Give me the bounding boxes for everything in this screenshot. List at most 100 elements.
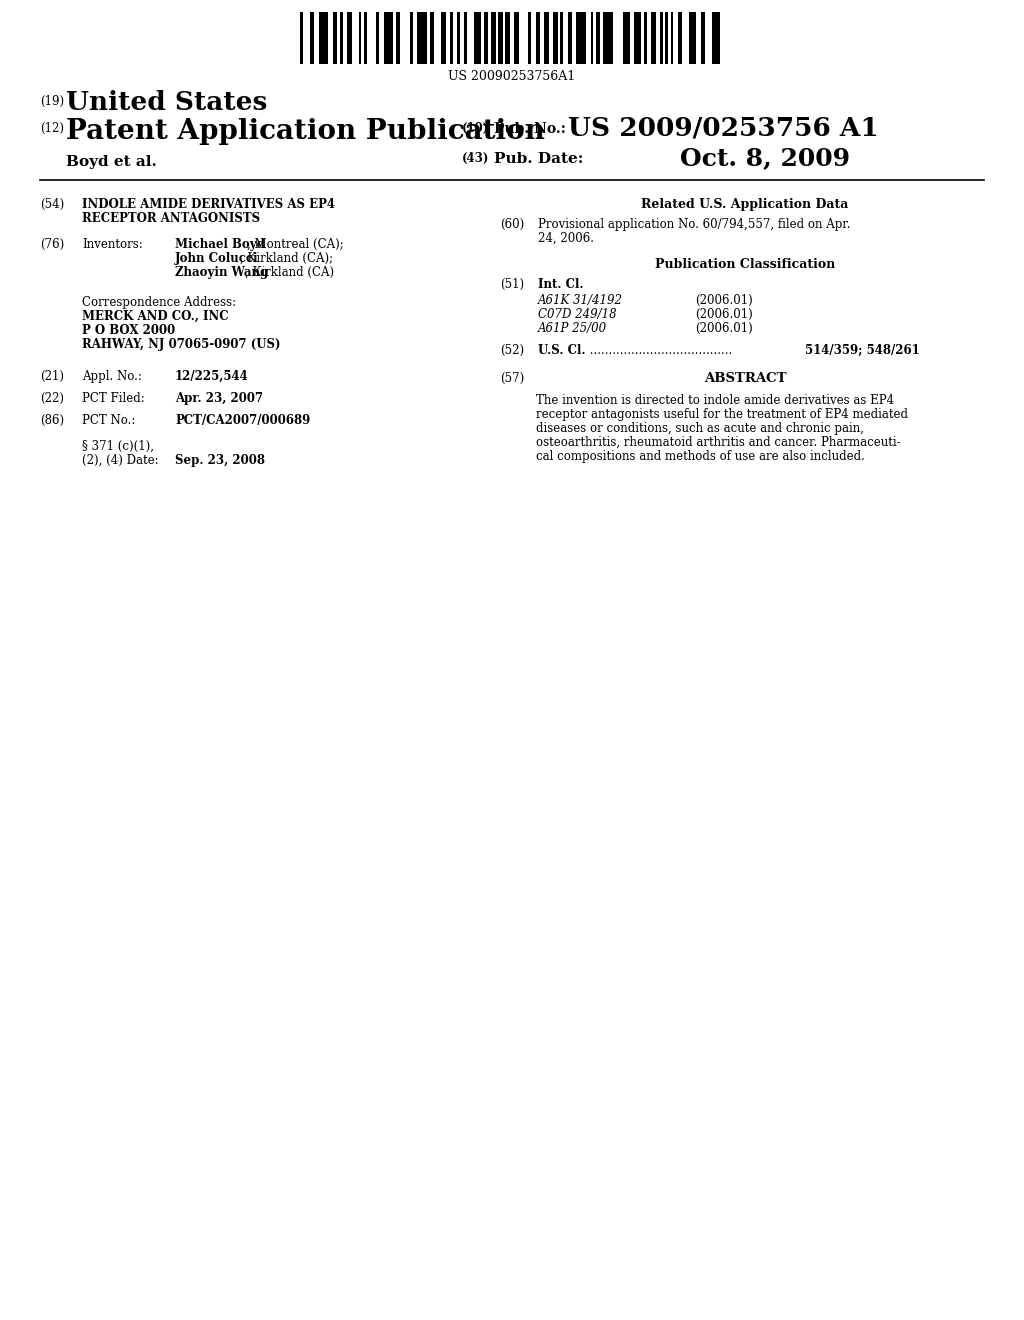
Bar: [458, 12, 460, 63]
Text: Correspondence Address:: Correspondence Address:: [82, 296, 237, 309]
Bar: [451, 12, 453, 63]
Bar: [484, 12, 488, 63]
Text: Pub. No.:: Pub. No.:: [494, 121, 566, 136]
Text: (57): (57): [500, 372, 524, 385]
Bar: [441, 12, 445, 63]
Text: (2006.01): (2006.01): [695, 322, 753, 335]
Text: , Montreal (CA);: , Montreal (CA);: [247, 238, 344, 251]
Text: Related U.S. Application Data: Related U.S. Application Data: [641, 198, 849, 211]
Text: Zhaoyin Wang: Zhaoyin Wang: [175, 267, 268, 279]
Text: (60): (60): [500, 218, 524, 231]
Text: Boyd et al.: Boyd et al.: [66, 154, 157, 169]
Text: Publication Classification: Publication Classification: [655, 257, 836, 271]
Bar: [623, 12, 630, 63]
Text: (22): (22): [40, 392, 63, 405]
Text: (12): (12): [40, 121, 63, 135]
Text: ABSTRACT: ABSTRACT: [703, 372, 786, 385]
Bar: [671, 12, 674, 63]
Bar: [596, 12, 600, 63]
Text: (19): (19): [40, 95, 65, 108]
Text: (54): (54): [40, 198, 65, 211]
Text: (10): (10): [462, 121, 489, 135]
Text: PCT/CA2007/000689: PCT/CA2007/000689: [175, 414, 310, 426]
Text: P O BOX 2000: P O BOX 2000: [82, 323, 175, 337]
Bar: [577, 12, 586, 63]
Text: (2006.01): (2006.01): [695, 294, 753, 308]
Text: Apr. 23, 2007: Apr. 23, 2007: [175, 392, 263, 405]
Bar: [430, 12, 434, 63]
Bar: [418, 12, 427, 63]
Bar: [358, 12, 361, 63]
Text: Pub. Date:: Pub. Date:: [494, 152, 584, 166]
Bar: [340, 12, 343, 63]
Bar: [384, 12, 393, 63]
Bar: [465, 12, 467, 63]
Text: cal compositions and methods of use are also included.: cal compositions and methods of use are …: [536, 450, 865, 463]
Bar: [545, 12, 549, 63]
Text: diseases or conditions, such as acute and chronic pain,: diseases or conditions, such as acute an…: [536, 422, 864, 436]
Bar: [689, 12, 696, 63]
Text: Appl. No.:: Appl. No.:: [82, 370, 142, 383]
Text: C07D 249/18: C07D 249/18: [538, 308, 616, 321]
Bar: [713, 12, 720, 63]
Text: (21): (21): [40, 370, 63, 383]
Text: (86): (86): [40, 414, 65, 426]
Bar: [700, 12, 706, 63]
Bar: [300, 12, 303, 63]
Bar: [347, 12, 351, 63]
Bar: [591, 12, 593, 63]
Text: § 371 (c)(1),: § 371 (c)(1),: [82, 440, 154, 453]
Bar: [474, 12, 481, 63]
Bar: [364, 12, 367, 63]
Text: US 20090253756A1: US 20090253756A1: [449, 70, 575, 83]
Text: U.S. Cl.: U.S. Cl.: [538, 345, 586, 356]
Bar: [603, 12, 613, 63]
Text: (51): (51): [500, 279, 524, 290]
Bar: [492, 12, 496, 63]
Text: A61P 25/00: A61P 25/00: [538, 322, 607, 335]
Bar: [651, 12, 655, 63]
Text: , Kirkland (CA);: , Kirkland (CA);: [240, 252, 333, 265]
Bar: [411, 12, 413, 63]
Bar: [528, 12, 531, 63]
Text: Oct. 8, 2009: Oct. 8, 2009: [680, 147, 850, 170]
Bar: [536, 12, 540, 63]
Text: osteoarthritis, rheumatoid arthritis and cancer. Pharmaceuti-: osteoarthritis, rheumatoid arthritis and…: [536, 436, 901, 449]
Text: INDOLE AMIDE DERIVATIVES AS EP4: INDOLE AMIDE DERIVATIVES AS EP4: [82, 198, 335, 211]
Text: US 2009/0253756 A1: US 2009/0253756 A1: [568, 116, 879, 141]
Bar: [377, 12, 379, 63]
Text: (2), (4) Date:: (2), (4) Date:: [82, 454, 159, 467]
Bar: [514, 12, 519, 63]
Text: (76): (76): [40, 238, 65, 251]
Bar: [567, 12, 572, 63]
Bar: [660, 12, 663, 63]
Bar: [634, 12, 641, 63]
Bar: [318, 12, 329, 63]
Bar: [666, 12, 668, 63]
Text: Int. Cl.: Int. Cl.: [538, 279, 584, 290]
Text: , Kirkland (CA): , Kirkland (CA): [245, 267, 334, 279]
Text: (52): (52): [500, 345, 524, 356]
Text: The invention is directed to indole amide derivatives as EP4: The invention is directed to indole amid…: [536, 393, 894, 407]
Text: RECEPTOR ANTAGONISTS: RECEPTOR ANTAGONISTS: [82, 213, 260, 224]
Bar: [396, 12, 400, 63]
Text: ......................................: ......................................: [586, 345, 732, 356]
Text: receptor antagonists useful for the treatment of EP4 mediated: receptor antagonists useful for the trea…: [536, 408, 908, 421]
Bar: [678, 12, 682, 63]
Bar: [333, 12, 337, 63]
Text: PCT Filed:: PCT Filed:: [82, 392, 144, 405]
Text: A61K 31/4192: A61K 31/4192: [538, 294, 623, 308]
Text: 12/225,544: 12/225,544: [175, 370, 249, 383]
Text: PCT No.:: PCT No.:: [82, 414, 135, 426]
Text: John Colucci: John Colucci: [175, 252, 259, 265]
Text: (43): (43): [462, 152, 489, 165]
Text: 514/359; 548/261: 514/359; 548/261: [805, 345, 920, 356]
Bar: [560, 12, 563, 63]
Text: Inventors:: Inventors:: [82, 238, 142, 251]
Text: MERCK AND CO., INC: MERCK AND CO., INC: [82, 310, 228, 323]
Bar: [644, 12, 647, 63]
Bar: [553, 12, 558, 63]
Text: Sep. 23, 2008: Sep. 23, 2008: [175, 454, 265, 467]
Text: (2006.01): (2006.01): [695, 308, 753, 321]
Text: RAHWAY, NJ 07065-0907 (US): RAHWAY, NJ 07065-0907 (US): [82, 338, 281, 351]
